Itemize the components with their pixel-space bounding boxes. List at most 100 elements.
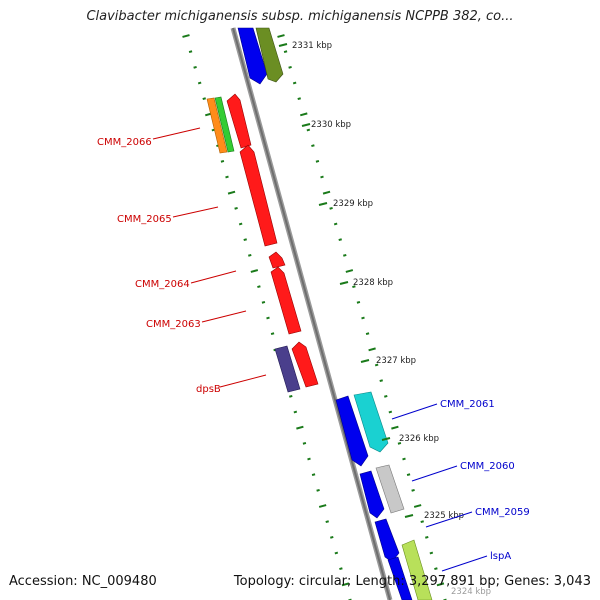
minor-tick [316,488,320,492]
genes-forward-strand [237,27,433,600]
gene-label-cmm-2059[interactable]: CMM_2059 [475,507,530,518]
minor-tick [339,567,343,571]
minor-tick [325,520,329,524]
major-tick [322,190,331,195]
gene-label-cmm-2060[interactable]: CMM_2060 [460,461,515,472]
minor-tick [434,567,438,571]
minor-tick [248,253,252,257]
major-tick [391,425,399,430]
minor-tick [379,379,383,383]
major-tick [318,504,327,508]
gene-cmm-2065[interactable] [239,144,278,247]
minor-tick [365,332,370,336]
gene-cmm-2061-cyan[interactable] [353,391,389,453]
minor-tick [238,222,243,226]
minor-tick [315,159,320,163]
gene-lspa-green[interactable] [401,539,433,600]
minor-tick [307,457,311,461]
gene-cmm-2066-red[interactable] [226,93,252,149]
kbp-label: 2331 kbp [292,41,332,51]
minor-tick [388,410,393,414]
label-leader-lines [152,127,488,572]
minor-tick [361,316,365,320]
gene-labels: CMM_2066 CMM_2065 CMM_2064 CMM_2063 dpsB… [97,137,530,562]
minor-tick [270,332,275,336]
minor-tick [297,97,301,101]
minor-tick [334,551,339,555]
kbp-label: 2330 kbp [311,120,351,130]
minor-tick [330,535,334,539]
gene-cmm-2060-blue[interactable] [359,470,385,519]
minor-tick [302,441,307,445]
minor-tick [338,238,342,242]
major-tick [182,34,190,38]
outer-tick-ruler [277,34,447,600]
minor-tick [202,97,206,101]
minor-tick [197,81,202,85]
gene-label-cmm-2065[interactable]: CMM_2065 [117,214,172,225]
minor-tick [220,159,225,163]
kbp-label: 2325 kbp [424,511,464,521]
minor-tick [306,128,311,132]
gene-label-cmm-2064[interactable]: CMM_2064 [135,279,190,290]
gene-cmm-2063[interactable] [270,266,302,335]
major-tick [250,269,259,273]
minor-tick [193,65,197,69]
gene-label-cmm-2066[interactable]: CMM_2066 [97,137,152,148]
minor-tick [429,551,434,555]
minor-tick [261,300,266,304]
minor-tick [288,65,292,69]
major-tick [341,582,350,587]
gene-cmm-2066-green[interactable] [214,96,235,153]
gene-label-cmm-2063[interactable]: CMM_2063 [146,319,201,330]
gene-label-lspa[interactable]: lspA [490,551,511,562]
minor-tick [234,206,238,210]
minor-tick [243,238,247,242]
gene-cmm-2066-orange[interactable] [206,97,228,154]
major-tick [296,425,304,430]
minor-tick [406,473,411,477]
kbp-label: 2329 kbp [333,199,373,209]
major-tick [436,582,445,587]
minor-tick [311,473,316,477]
accession-text: Accession: NC_009480 [9,574,157,589]
minor-tick [384,394,388,398]
gene-dpsb-red[interactable] [291,341,319,388]
minor-tick [257,285,261,289]
gene-label-cmm-2061[interactable]: CMM_2061 [440,399,495,410]
map-title: Clavibacter michiganensis subsp. michiga… [86,9,514,24]
gene-top-olive[interactable] [255,27,284,83]
gene-top-blue[interactable] [237,27,268,85]
gene-bottom-blue[interactable] [387,556,413,600]
major-tick [300,112,308,117]
minor-tick [320,175,324,179]
minor-tick [397,441,402,445]
minor-tick [292,81,297,85]
minor-tick [343,253,347,257]
major-tick [277,34,285,38]
kbp-label: 2328 kbp [353,278,393,288]
gene-cmm-2061-blue[interactable] [335,395,369,467]
minor-tick [402,457,406,461]
minor-tick [425,535,429,539]
kbp-scale: 2331 kbp 2330 kbp 2329 kbp 2328 kbp 2327… [278,41,491,597]
minor-tick [333,222,338,226]
minor-tick [293,410,298,414]
minor-tick [289,394,293,398]
kbp-label: 2324 kbp [451,587,491,597]
genes-reverse-strand [206,93,319,393]
gene-cmm-2064[interactable] [268,251,286,269]
kbp-label: 2326 kbp [399,434,439,444]
gene-label-dpsb[interactable]: dpsB [196,384,221,395]
minor-tick [356,300,361,304]
kbp-label: 2327 kbp [376,356,416,366]
topology-text: Topology: circular; Length: 3,297,891 bp… [233,574,591,589]
minor-tick [188,50,193,54]
minor-tick [311,144,315,148]
minor-tick [411,488,415,492]
gene-dpsb-purple[interactable] [274,345,301,393]
backbone-line [230,27,393,600]
major-tick [227,190,236,195]
gene-cmm-2060-grey[interactable] [375,464,405,514]
